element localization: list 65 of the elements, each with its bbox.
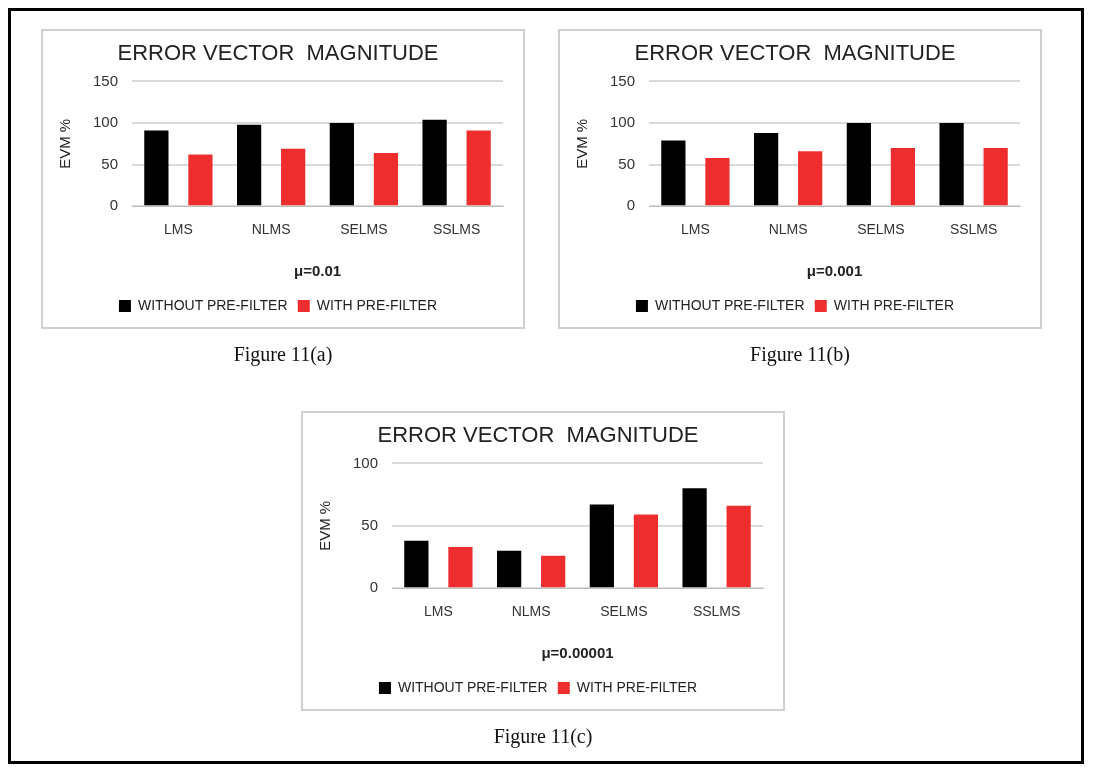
x-tick-label: SELMS	[340, 221, 388, 238]
bar	[939, 123, 964, 206]
x-tick-label: SSLMS	[432, 221, 481, 238]
caption: Figure 11(b)	[749, 343, 851, 366]
bar	[448, 547, 473, 588]
caption: Figure 11(c)	[492, 725, 594, 748]
bar	[144, 130, 169, 206]
y-tick-label: 50	[618, 154, 636, 172]
bar	[846, 123, 871, 206]
bar	[633, 514, 659, 588]
legend-label: WITHOUT PRE-FILTER	[137, 296, 288, 313]
x-tick-label: NLMS	[511, 603, 551, 620]
x-tick-label: NLMS	[768, 221, 808, 238]
bar	[281, 148, 306, 206]
caption: Figure 11(a)	[232, 343, 334, 366]
y-tick-label: 50	[101, 154, 119, 172]
chart-title: ERROR VECTOR MAGNITUDE	[117, 40, 439, 66]
chart-title: ERROR VECTOR MAGNITUDE	[377, 422, 699, 448]
legend-label: WITHOUT PRE-FILTER	[397, 678, 548, 695]
x-tick-label: SSLMS	[692, 603, 741, 620]
x-tick-label: SSLMS	[949, 221, 998, 238]
x-tick-label: LMS	[164, 221, 193, 238]
x-tick-label: SELMS	[600, 603, 648, 620]
y-tick-label: 0	[369, 578, 379, 596]
x-tick-label: LMS	[424, 603, 453, 620]
bar	[404, 540, 429, 588]
bar	[373, 152, 399, 206]
chart-title: ERROR VECTOR MAGNITUDE	[634, 40, 956, 66]
bar	[983, 147, 1008, 206]
bar	[541, 555, 566, 588]
y-tick-label: 150	[610, 71, 636, 89]
bar	[237, 124, 262, 206]
x-tick-label: SELMS	[857, 221, 905, 238]
x-axis-title: μ=0.00001	[541, 644, 614, 662]
bar	[589, 504, 614, 588]
y-tick-label: 100	[610, 113, 636, 131]
y-tick-label: 0	[626, 196, 636, 214]
bar	[705, 157, 730, 206]
y-axis-title: EVM %	[56, 118, 74, 169]
bar	[466, 130, 491, 206]
legend-label: WITH PRE-FILTER	[316, 296, 438, 313]
x-axis-title: μ=0.001	[806, 262, 863, 280]
bar	[890, 147, 916, 206]
bar	[422, 119, 447, 206]
bar	[682, 488, 707, 588]
legend-label: WITH PRE-FILTER	[833, 296, 955, 313]
y-tick-label: 50	[361, 515, 379, 533]
bar	[329, 123, 354, 206]
bar	[497, 550, 522, 588]
y-tick-label: 100	[353, 453, 379, 471]
legend-label: WITH PRE-FILTER	[576, 678, 698, 695]
bar	[726, 505, 751, 588]
bar	[754, 132, 779, 206]
bar	[661, 140, 686, 206]
x-tick-label: NLMS	[251, 221, 291, 238]
bar	[798, 151, 823, 206]
y-tick-label: 150	[93, 71, 119, 89]
legend-label: WITHOUT PRE-FILTER	[654, 296, 805, 313]
y-tick-label: 100	[93, 113, 119, 131]
bar	[188, 154, 213, 206]
x-axis-title: μ=0.01	[293, 262, 342, 280]
x-tick-label: LMS	[681, 221, 710, 238]
y-axis-title: EVM %	[316, 500, 334, 551]
y-axis-title: EVM %	[573, 118, 591, 169]
y-tick-label: 0	[109, 196, 119, 214]
